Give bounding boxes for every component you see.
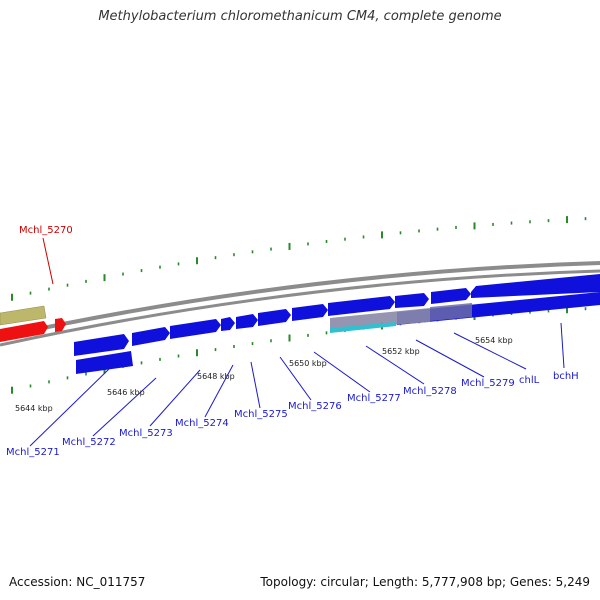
highlight-gene-arrow — [0, 321, 48, 342]
gene-label-mchl-5276: Mchl_5276 — [288, 401, 342, 412]
gene-label-mchl-5274: Mchl_5274 — [175, 418, 229, 429]
genome-summary-text: Topology: circular; Length: 5,777,908 bp… — [260, 575, 590, 589]
gene-label-mchl-5275: Mchl_5275 — [234, 409, 288, 420]
highlight-gene-label: Mchl_5270 — [19, 225, 73, 236]
kbp-label-5650: 5650 kbp — [289, 359, 327, 368]
gene-label-chll: chlL — [519, 375, 540, 386]
gene-arrows — [74, 274, 600, 374]
olive-feature — [0, 305, 47, 326]
kbp-label-5654: 5654 kbp — [475, 336, 513, 345]
highlight-gene-arrow-small — [55, 318, 66, 332]
overlap-feature — [430, 303, 472, 321]
highlight-connector — [42, 237, 54, 285]
gene-label-mchl-5278: Mchl_5278 — [403, 386, 457, 397]
gene-label-mchl-5279: Mchl_5279 — [461, 378, 515, 389]
outer-tick-track — [11, 216, 587, 301]
kbp-label-5652: 5652 kbp — [382, 347, 420, 356]
label-connectors — [29, 322, 565, 447]
gray-feature — [330, 308, 430, 330]
gene-label-mchl-5273: Mchl_5273 — [119, 428, 173, 439]
gene-label-mchl-5277: Mchl_5277 — [347, 393, 401, 404]
gene-label-mchl-5272: Mchl_5272 — [62, 437, 116, 448]
backbone-inner — [0, 269, 600, 347]
kbp-label-5644: 5644 kbp — [15, 404, 53, 413]
accession-text: Accession: NC_011757 — [9, 575, 146, 589]
kbp-label-5646: 5646 kbp — [107, 388, 145, 397]
kbp-label-5648: 5648 kbp — [197, 372, 235, 381]
genome-title: Methylobacterium chloromethanicum CM4, c… — [98, 9, 502, 24]
gene-label-mchl-5271: Mchl_5271 — [6, 447, 60, 458]
cyan-feature — [330, 322, 396, 333]
backbone-outer — [0, 261, 600, 339]
gene-label-bchh: bchH — [553, 371, 579, 382]
